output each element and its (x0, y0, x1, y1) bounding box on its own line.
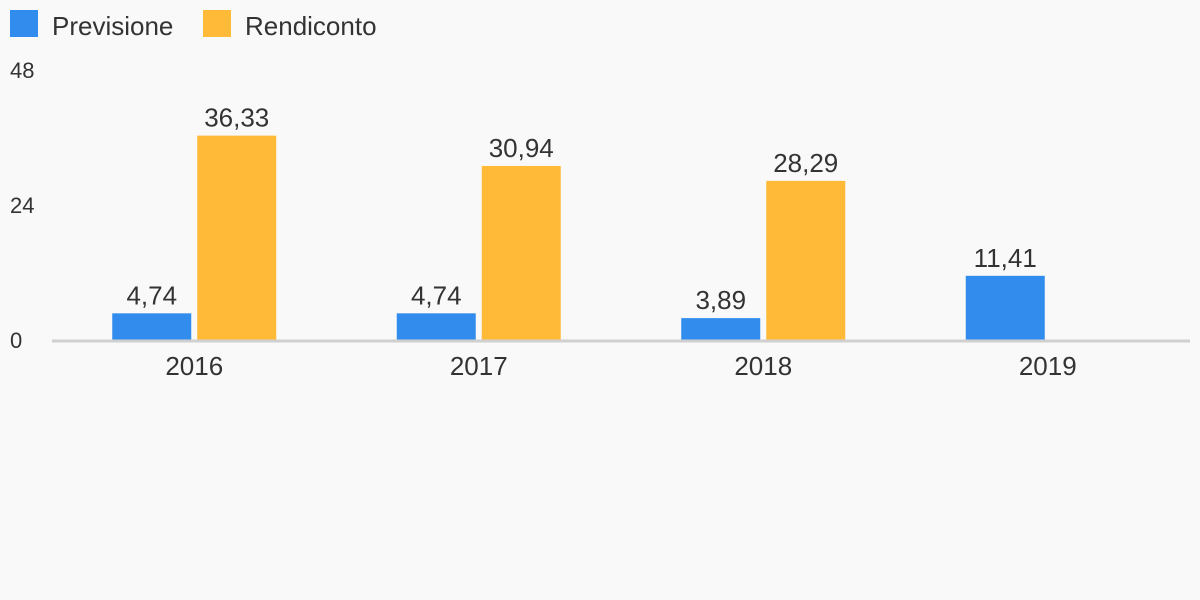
y-tick-label: 48 (10, 58, 34, 83)
data-label: 4,74 (411, 280, 462, 310)
legend-swatch-previsione (10, 10, 38, 37)
x-tick-label: 2016 (165, 351, 223, 381)
y-tick-label: 0 (10, 328, 22, 353)
bar-previsione-2017 (396, 313, 476, 340)
bar-previsione-2016 (112, 313, 192, 340)
x-tick-label: 2017 (450, 351, 508, 381)
bar-previsione-2018 (681, 318, 761, 340)
bar-rendiconto-2017 (481, 165, 561, 340)
y-tick-label: 24 (10, 193, 34, 218)
data-label: 28,29 (773, 148, 838, 178)
bar-rendiconto-2018 (766, 180, 846, 340)
data-label: 30,94 (489, 133, 554, 163)
legend-label-previsione: Previsione (52, 11, 173, 41)
data-label: 4,74 (126, 280, 177, 310)
x-tick-label: 2018 (734, 351, 792, 381)
data-label: 3,89 (695, 285, 746, 315)
legend-label-rendiconto: Rendiconto (245, 11, 377, 41)
data-label: 11,41 (974, 243, 1037, 273)
bar-previsione-2019 (965, 275, 1045, 340)
bar-rendiconto-2016 (197, 135, 277, 340)
data-label: 36,33 (204, 103, 269, 133)
x-tick-label: 2019 (1019, 351, 1077, 381)
legend-swatch-rendiconto (203, 10, 231, 37)
